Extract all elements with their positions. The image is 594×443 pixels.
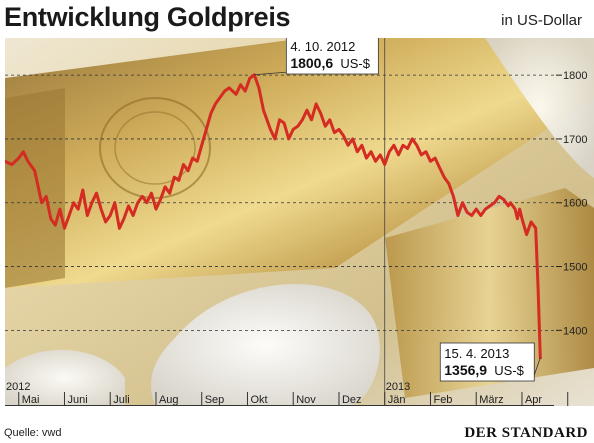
year-label: 2012: [6, 381, 30, 393]
x-tick-label: Juli: [113, 394, 130, 406]
publisher-logo: DER STANDARD: [464, 425, 588, 441]
background-photo: [5, 38, 594, 406]
chart-footer: Quelle: vwd DER STANDARD: [0, 425, 594, 443]
annotation-date: 4. 10. 2012: [290, 39, 355, 54]
annotation-box: [285, 38, 379, 75]
y-tick-label: 1400: [563, 325, 587, 337]
chart-area: 1400 1500 1600 1700 1800 Mai Juni Juli Aug Sep Ok…: [5, 38, 594, 406]
chart-header: Entwicklung Goldpreis in US-Dollar: [0, 0, 594, 38]
x-tick-label: Okt: [250, 394, 267, 406]
chart-title: Entwicklung Goldpreis: [4, 2, 291, 32]
annotation-value: 1800,6: [290, 55, 333, 71]
annotation-value: 1356,9: [444, 362, 487, 378]
y-axis-ticks: 1400 1500 1600 1700 1800: [556, 70, 587, 337]
gold-price-line: [5, 73, 542, 360]
x-tick-label: Mai: [22, 394, 40, 406]
y-tick-label: 1600: [563, 198, 587, 210]
annotation-leader: [254, 71, 289, 76]
annotation-unit: US-$: [494, 363, 524, 378]
unit-label: in US-Dollar: [501, 12, 582, 29]
x-tick-label: Sep: [205, 394, 225, 406]
x-tick-label: Nov: [296, 394, 316, 406]
x-tick-label: März: [479, 394, 503, 406]
x-tick-label: Feb: [433, 394, 452, 406]
gold-price-chart: 1400 1500 1600 1700 1800 Mai Juni Juli Aug Sep Ok…: [5, 38, 594, 406]
y-tick-label: 1500: [563, 262, 587, 274]
annotation-date: 15. 4. 2013: [444, 346, 509, 361]
x-tick-label: Juni: [67, 394, 87, 406]
x-tick-label: Apr: [525, 394, 542, 406]
year-label: 2013: [386, 381, 410, 393]
x-tick-label: Jän: [388, 394, 406, 406]
annotation-leader: [533, 357, 541, 376]
annotation-unit: US-$: [340, 56, 370, 71]
y-tick-label: 1700: [563, 134, 587, 146]
x-axis: Mai Juni Juli Aug Sep Okt Nov Dez Jän Feb März Apr 2…: [5, 381, 569, 406]
y-tick-label: 1800: [563, 70, 587, 82]
source-label: Quelle: vwd: [4, 427, 62, 439]
x-tick-label: Aug: [159, 394, 179, 406]
x-tick-label: Dez: [342, 394, 362, 406]
annotation-box: [439, 342, 535, 382]
